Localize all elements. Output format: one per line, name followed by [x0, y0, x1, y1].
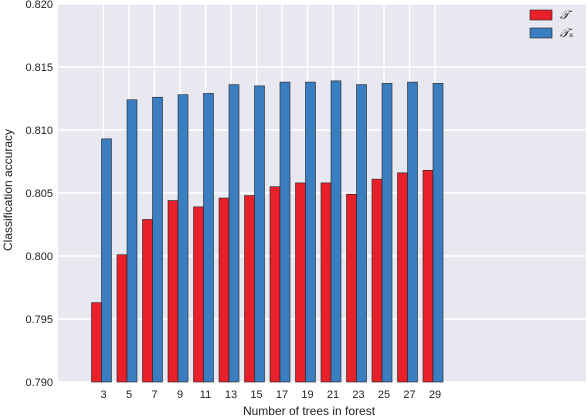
- y-tick-labels: 0.790 0.795 0.800 0.805 0.810 0.815 0.820: [25, 0, 53, 389]
- bar-series-1: [116, 254, 128, 383]
- bar-series-1: [371, 178, 383, 383]
- x-tick-label: 23: [352, 389, 364, 401]
- x-tick-label: 19: [301, 389, 313, 401]
- x-tick-label: 15: [250, 389, 262, 401]
- bar-series-2: [152, 96, 163, 383]
- bar-series-2: [407, 81, 418, 383]
- legend-label: 𝒯ₛ: [560, 26, 573, 40]
- bar-series-2: [356, 84, 367, 383]
- bar-series-1: [218, 197, 230, 383]
- y-tick-label: 0.810: [25, 125, 53, 137]
- y-tick-label: 0.820: [25, 0, 53, 11]
- x-tick-label: 5: [126, 389, 132, 401]
- x-tick-label: 11: [200, 389, 211, 401]
- y-tick-label: 0.790: [25, 377, 53, 389]
- bar-series-2: [126, 99, 138, 383]
- y-tick-label: 0.815: [25, 62, 53, 74]
- bar-series-1: [346, 193, 357, 383]
- bar-series-2: [432, 83, 444, 383]
- bar-series-1: [295, 182, 306, 383]
- x-tick-label: 9: [177, 389, 183, 401]
- y-tick-label: 0.795: [25, 314, 53, 326]
- bar-series-2: [177, 94, 189, 383]
- bar-series-2: [228, 84, 240, 383]
- x-tick-labels: 3 5 7 9 11 13 15 17 19 21 23 25 27 29: [100, 389, 441, 401]
- bar-series-1: [320, 182, 332, 383]
- x-tick-label: 25: [378, 389, 390, 401]
- y-tick-label: 0.800: [25, 251, 53, 263]
- x-axis-label: Number of trees in forest: [243, 404, 376, 418]
- bar-series-2: [305, 81, 316, 383]
- x-tick-label: 29: [429, 389, 441, 401]
- x-tick-label: 21: [327, 389, 339, 401]
- x-tick-label: 27: [403, 389, 415, 401]
- bar-series-1: [244, 195, 255, 383]
- bar-series-1: [91, 302, 102, 383]
- x-tick-label: 17: [276, 389, 288, 401]
- bar-series-1: [422, 170, 434, 383]
- bar-series-1: [397, 172, 408, 383]
- bar-series-1: [269, 186, 281, 383]
- bar-series-1: [193, 206, 204, 383]
- bar-series-1: [167, 200, 179, 383]
- bar-series-2: [101, 138, 112, 383]
- bar-series-2: [254, 85, 265, 383]
- bar-series-1: [142, 219, 153, 383]
- x-tick-label: 7: [151, 389, 157, 401]
- bar-series-2: [330, 80, 342, 383]
- x-tick-label: 13: [225, 389, 237, 401]
- legend-swatch: [529, 27, 553, 39]
- bar-series-2: [381, 83, 393, 383]
- bar-series-2: [203, 93, 214, 383]
- legend-swatch: [529, 9, 553, 21]
- x-tick-label: 3: [100, 389, 106, 401]
- bar-series-2: [279, 81, 291, 383]
- y-tick-label: 0.805: [25, 188, 53, 200]
- bars: [91, 80, 444, 383]
- y-axis-label: Classification accuracy: [1, 129, 15, 251]
